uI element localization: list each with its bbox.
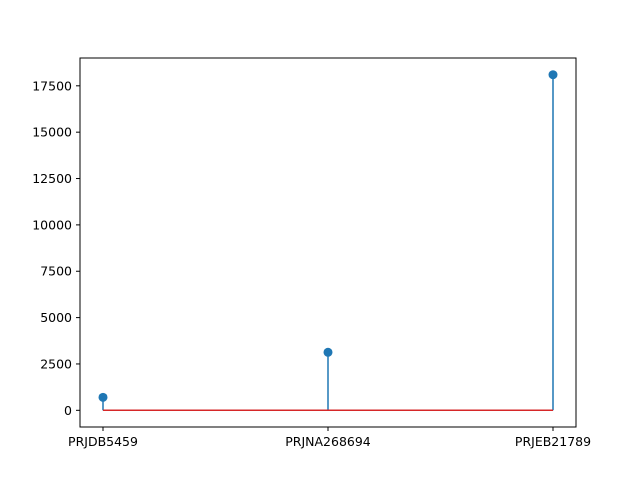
stem-marker-1 xyxy=(323,347,333,357)
x-tick-label-2: PRJEB21789 xyxy=(515,434,591,449)
y-tick-label-2: 5000 xyxy=(40,310,72,325)
y-axis: 0 2500 5000 7500 10000 12500 15000 17500 xyxy=(32,78,80,418)
y-tick-label-3: 7500 xyxy=(40,264,72,279)
x-axis: PRJDB5459 PRJNA268694 PRJEB21789 xyxy=(68,427,591,449)
y-tick-label-4: 10000 xyxy=(32,217,72,232)
stem-marker-2 xyxy=(548,70,558,80)
plot-content xyxy=(98,70,558,412)
y-tick-label-6: 15000 xyxy=(32,125,72,140)
stem-marker-0 xyxy=(98,392,108,402)
y-tick-label-7: 17500 xyxy=(32,78,72,93)
x-tick-label-1: PRJNA268694 xyxy=(285,434,371,449)
y-tick-label-0: 0 xyxy=(64,403,72,418)
y-tick-label-1: 2500 xyxy=(40,356,72,371)
x-tick-label-0: PRJDB5459 xyxy=(68,434,138,449)
y-tick-label-5: 12500 xyxy=(32,171,72,186)
